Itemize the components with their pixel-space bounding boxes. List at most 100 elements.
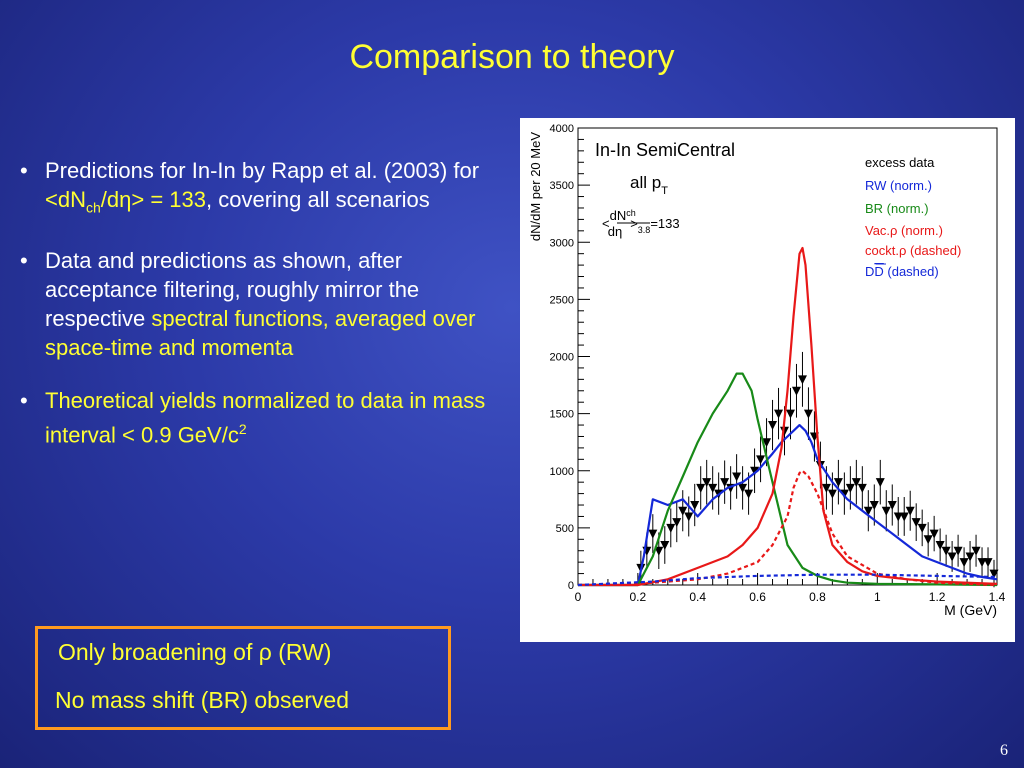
- y-tick-label: 2000: [550, 352, 574, 364]
- slide-title: Comparison to theory: [349, 38, 675, 76]
- data-point: [744, 489, 754, 499]
- data-point: [738, 483, 748, 493]
- bullet-2-text: Data and predictions as shown, after acc…: [45, 248, 420, 332]
- x-tick-label: 0.6: [749, 590, 766, 604]
- data-point: [989, 569, 999, 579]
- data-point: [947, 552, 957, 562]
- data-point: [821, 483, 831, 493]
- data-point: [899, 512, 909, 522]
- data-point: [983, 558, 993, 568]
- data-point: [654, 546, 664, 556]
- x-tick-label: 0: [575, 590, 582, 604]
- data-point: [774, 409, 784, 419]
- x-tick-label: 0.4: [689, 590, 706, 604]
- bullet-dot: •: [20, 248, 28, 274]
- y-tick-label: 2500: [550, 294, 574, 306]
- bullet-dot: •: [20, 158, 28, 183]
- x-tick-label: 0.8: [809, 590, 826, 604]
- data-point: [971, 546, 981, 556]
- data-point: [791, 386, 801, 396]
- data-point: [696, 483, 706, 493]
- callout-rho: ρ: [258, 639, 272, 665]
- data-point: [720, 478, 730, 488]
- data-point: [762, 438, 772, 448]
- data-point: [702, 478, 712, 488]
- data-point: [851, 478, 861, 488]
- data-point: [750, 466, 760, 476]
- y-tick-label: 1000: [550, 466, 574, 478]
- callout-line-1-pre: Only broadening of: [58, 639, 259, 665]
- chart-title: In-In SemiCentral: [595, 140, 735, 160]
- y-tick-label: 1500: [550, 409, 574, 421]
- data-point: [672, 518, 682, 528]
- data-point: [941, 546, 951, 556]
- data-point: [684, 512, 694, 522]
- legend-entry: DD (dashed): [865, 264, 939, 279]
- y-tick-label: 3000: [550, 237, 574, 249]
- legend-entry: excess data: [865, 155, 935, 170]
- mass-spectrum-chart: 0 500 1000 1500 2000 2500 3000 3500 4000 0 0.2 0.4 0…: [528, 123, 1006, 618]
- data-point: [648, 529, 658, 539]
- y-tick-label: 0: [568, 580, 574, 592]
- bullet-1-text-end: , covering all scenarios: [206, 187, 430, 212]
- callout-box: Only broadening of ρ (RW) No mass shift …: [35, 626, 451, 730]
- data-point: [881, 506, 891, 516]
- bullet-1-hl-pre: <dN: [45, 187, 86, 212]
- data-point: [917, 523, 927, 533]
- callout-line-2: No mass shift (BR) observed: [55, 687, 349, 713]
- data-point: [935, 541, 945, 551]
- data-point: [893, 512, 903, 522]
- callout-line-1-post: (RW): [271, 639, 332, 665]
- data-point: [965, 552, 975, 562]
- data-point: [678, 506, 688, 516]
- series-line-2: [578, 372, 998, 587]
- bullet-3-text: Theoretical yields normalized to data in…: [45, 388, 486, 448]
- chart-subtitle: all pT: [630, 173, 668, 197]
- bullet-item-3: • Theoretical yields normalized to data …: [20, 386, 490, 449]
- bullet-dot: •: [20, 388, 28, 414]
- data-point: [803, 409, 813, 419]
- bullet-item-1: • Predictions for In-In by Rapp et al. (…: [20, 156, 490, 222]
- data-point: [780, 426, 790, 436]
- bullet-1-text: Predictions for In-In by Rapp et al. (20…: [45, 158, 480, 183]
- data-point: [929, 529, 939, 539]
- bullet-item-2: • Data and predictions as shown, after a…: [20, 246, 490, 362]
- legend-entry: BR (norm.): [865, 201, 929, 216]
- data-point: [923, 535, 933, 545]
- data-point: [887, 501, 897, 511]
- data-point: [863, 506, 873, 516]
- bullet-1-highlight: <dNch/dη> = 133: [45, 187, 206, 215]
- legend-entry: RW (norm.): [865, 178, 932, 193]
- x-tick-label: 1: [874, 590, 881, 604]
- data-point: [857, 483, 867, 493]
- data-point: [953, 546, 963, 556]
- data-point: [732, 472, 742, 482]
- bullet-1-hl-post: /dη> = 133: [100, 187, 206, 212]
- callout-line-1: Only broadening of ρ (RW): [58, 639, 331, 666]
- data-point: [768, 421, 778, 431]
- series-line-3: [578, 246, 998, 587]
- x-tick-label: 0.2: [630, 590, 647, 604]
- data-point: [875, 478, 885, 488]
- data-point: [756, 455, 766, 465]
- chart-panel: 0 500 1000 1500 2000 2500 3000 3500 4000 0 0.2 0.4 0…: [520, 118, 1015, 642]
- data-point: [690, 501, 700, 511]
- data-point: [708, 483, 718, 493]
- x-axis-label: M (GeV): [944, 602, 997, 618]
- y-axis-label: dN/dM per 20 MeV: [528, 132, 543, 241]
- data-point: [827, 489, 837, 499]
- data-point: [905, 506, 915, 516]
- data-point: [833, 478, 843, 488]
- y-tick-label: 4000: [550, 123, 574, 135]
- y-tick-label: 3500: [550, 180, 574, 192]
- x-tick-label: 1.2: [929, 590, 946, 604]
- data-point: [911, 518, 921, 528]
- y-tick-label: 500: [556, 523, 574, 535]
- data-point: [977, 558, 987, 568]
- bullet-list: • Predictions for In-In by Rapp et al. (…: [20, 156, 490, 474]
- bullet-2-highlight: spectral functions, averaged over space-…: [45, 306, 476, 361]
- data-point: [666, 523, 676, 533]
- legend-entry: cockt.ρ (dashed): [865, 243, 961, 258]
- data-point: [869, 501, 879, 511]
- data-point: [959, 558, 969, 568]
